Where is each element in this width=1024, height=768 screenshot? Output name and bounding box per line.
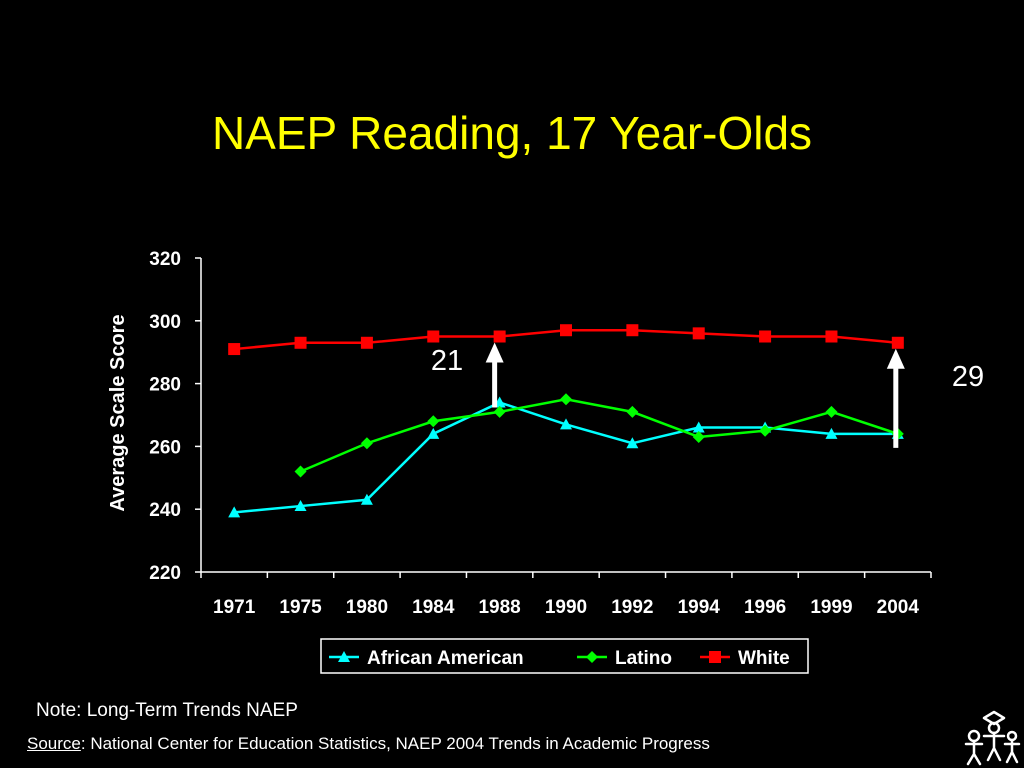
- series-white: [228, 324, 904, 356]
- data-point-latino: [759, 424, 772, 437]
- data-point-latino: [294, 465, 307, 478]
- x-tick-label: 1980: [346, 597, 388, 618]
- data-point-white: [692, 327, 705, 340]
- chart-legend: African American Latino White: [320, 638, 809, 674]
- x-tick-label: 1996: [744, 597, 786, 618]
- y-tick-label: 240: [149, 500, 181, 521]
- gap-label: 21: [431, 345, 463, 377]
- x-tick-label: 1999: [810, 597, 852, 618]
- x-tick-label: 1992: [611, 597, 653, 618]
- data-point-white: [294, 336, 307, 349]
- data-point-latino: [360, 437, 373, 450]
- legend-swatch-marker: [586, 651, 598, 663]
- legend-label: African American: [367, 648, 524, 669]
- series-african-american: [228, 396, 904, 518]
- data-point-latino: [427, 415, 440, 428]
- data-point-african-american: [427, 427, 440, 439]
- y-tick-label: 260: [149, 437, 181, 458]
- source-label: Source: [27, 734, 81, 753]
- x-tick-label: 2004: [877, 597, 920, 618]
- data-point-white: [626, 324, 639, 337]
- chart-annotations: 21 29: [431, 342, 984, 448]
- x-tick-labels: 1971 1975 1980 1984 1988 1990 1992 1994 1996 1999…: [213, 597, 919, 618]
- y-tick-label: 280: [149, 375, 181, 396]
- data-point-african-american: [228, 506, 241, 518]
- data-point-latino: [692, 430, 705, 443]
- y-tick-labels: 220 240 260 280 300 320: [149, 249, 181, 584]
- legend-label: Latino: [615, 648, 672, 669]
- slide-title: NAEP Reading, 17 Year-Olds: [211, 107, 813, 159]
- x-tick-label: 1994: [678, 597, 721, 618]
- gap-label: 29: [952, 361, 984, 393]
- data-point-latino: [493, 405, 506, 418]
- data-point-african-american: [360, 493, 373, 505]
- data-point-white: [825, 330, 838, 343]
- data-point-african-american: [626, 437, 639, 449]
- x-tick-label: 1988: [478, 597, 520, 618]
- x-tick-label: 1975: [279, 597, 322, 618]
- y-tick-label: 220: [149, 563, 181, 584]
- data-point-latino: [626, 405, 639, 418]
- data-point-white: [891, 336, 904, 349]
- legend-swatch-marker: [338, 651, 350, 662]
- data-point-african-american: [294, 500, 307, 512]
- data-point-white: [759, 330, 772, 343]
- legend-swatch-marker: [709, 651, 721, 663]
- data-point-african-american: [825, 427, 838, 439]
- footnote: Note: Long-Term Trends NAEP: [36, 700, 298, 721]
- y-tick-label: 300: [149, 312, 181, 333]
- data-point-white: [560, 324, 572, 337]
- legend-label: White: [738, 648, 790, 669]
- chart-series: [228, 324, 904, 518]
- data-point-white: [360, 336, 373, 349]
- source-text: : National Center for Education Statisti…: [80, 734, 710, 753]
- series-line-latino: [300, 398, 899, 473]
- chart-axes: [195, 257, 932, 578]
- y-tick-label: 320: [149, 249, 181, 270]
- x-tick-label: 1984: [412, 597, 455, 618]
- series-latino: [294, 393, 904, 478]
- data-point-african-american: [692, 421, 705, 433]
- y-axis-title: Average Scale Score: [107, 314, 129, 511]
- x-tick-label: 1990: [545, 597, 587, 618]
- x-tick-label: 1971: [213, 597, 256, 618]
- source-citation: Source: National Center for Education St…: [27, 734, 710, 754]
- gap-arrow-head: [886, 348, 905, 369]
- data-point-white: [427, 330, 440, 343]
- gap-arrow-head: [485, 342, 504, 363]
- data-point-latino: [560, 393, 572, 406]
- kids-logo-icon: [964, 710, 1021, 766]
- data-point-white: [228, 343, 241, 356]
- data-point-white: [493, 330, 506, 343]
- data-point-latino: [825, 405, 838, 418]
- data-point-african-american: [560, 418, 572, 430]
